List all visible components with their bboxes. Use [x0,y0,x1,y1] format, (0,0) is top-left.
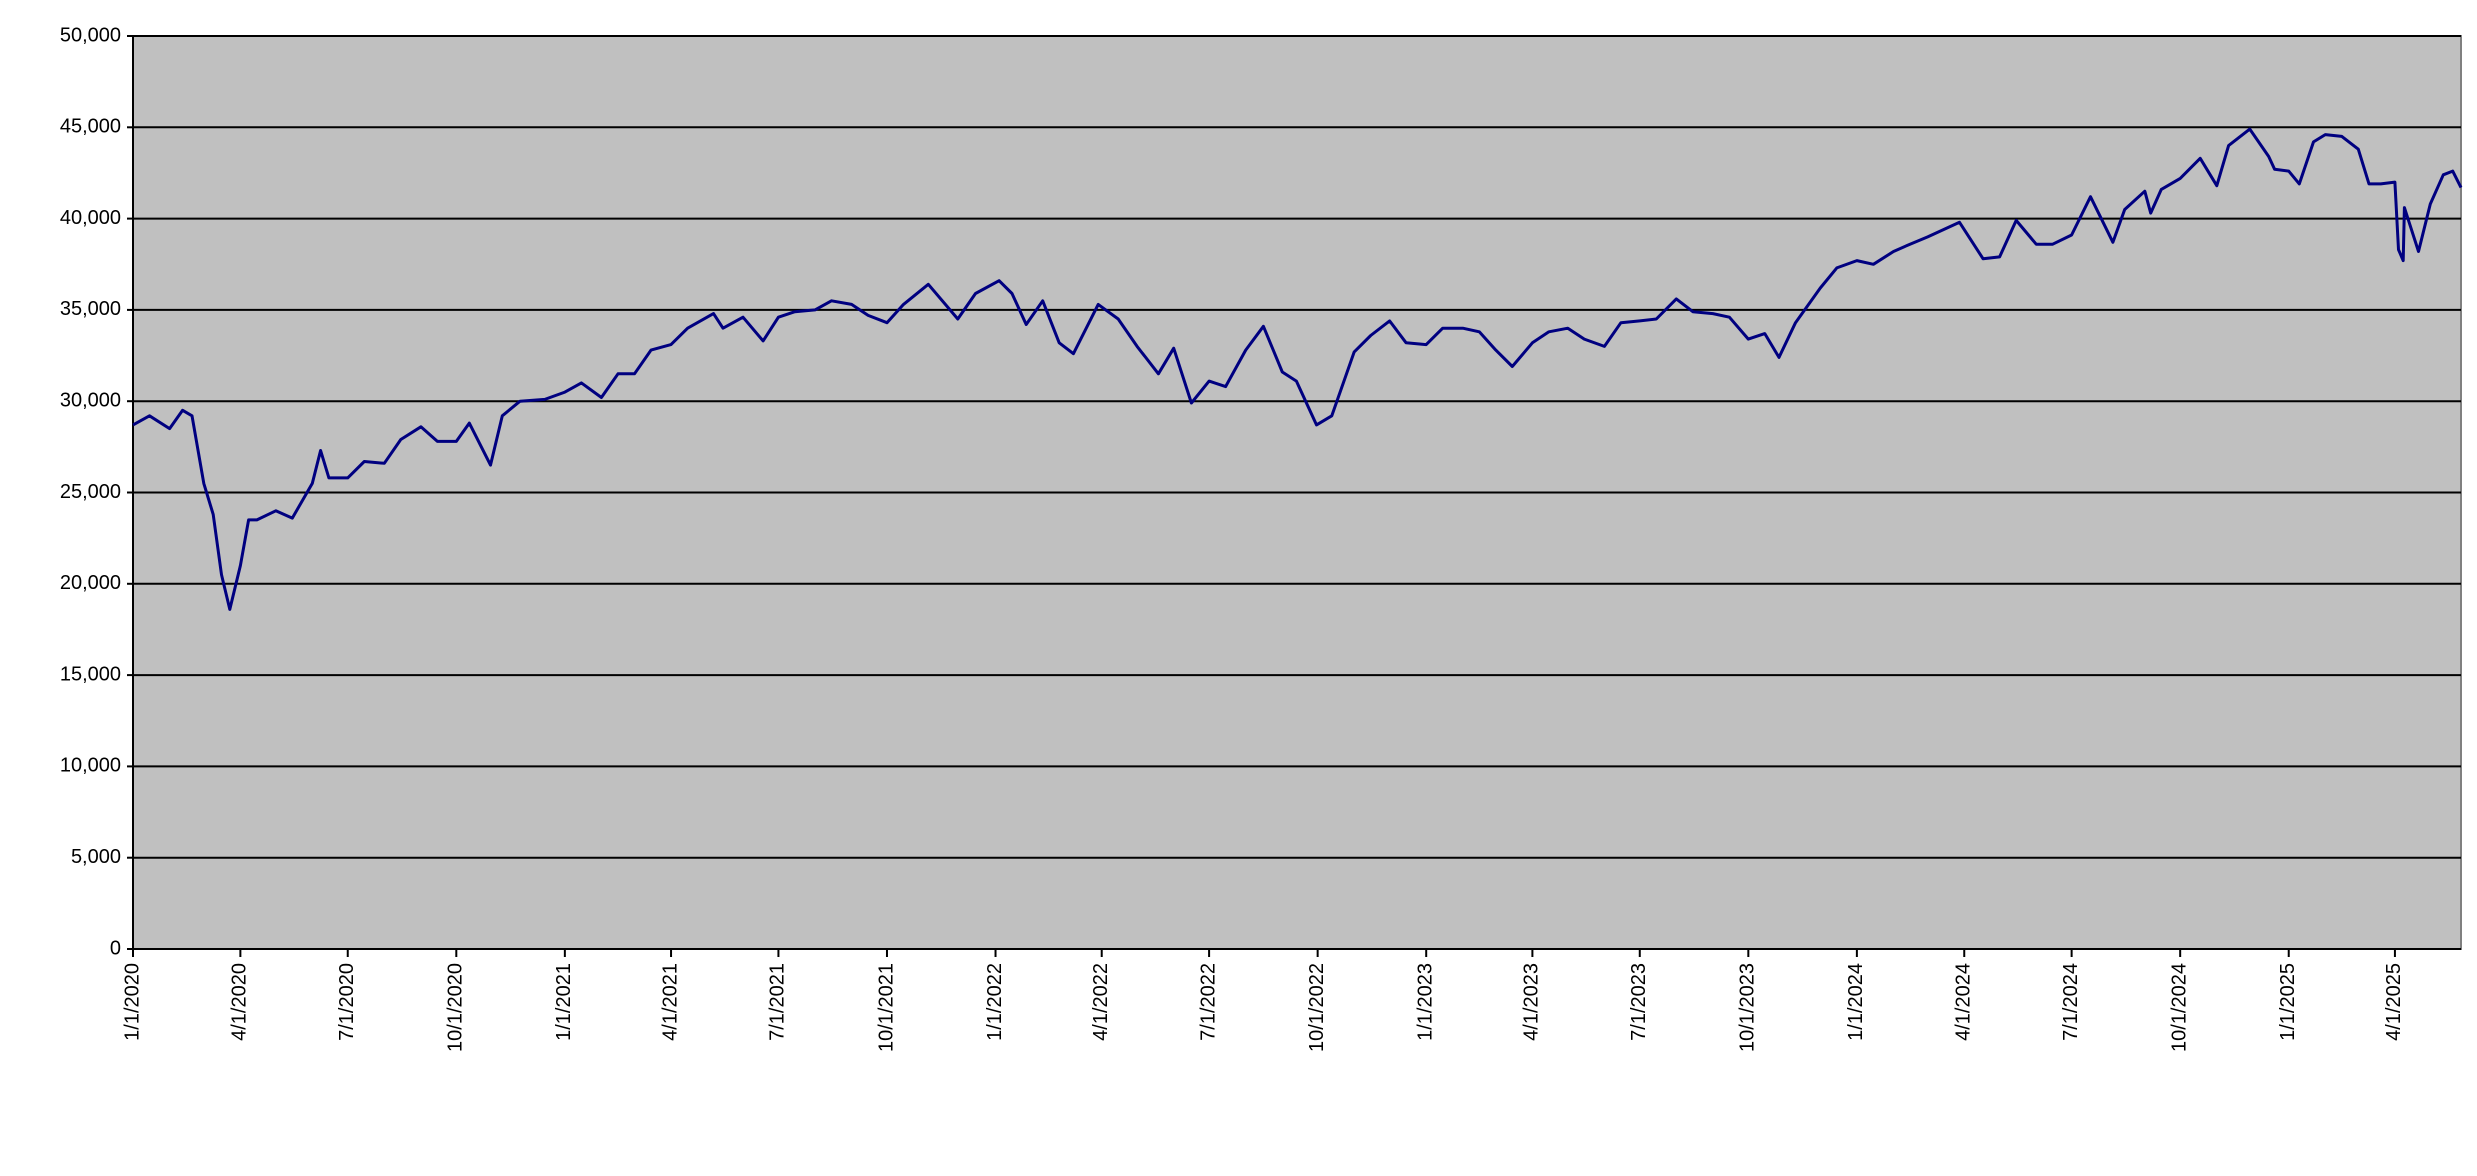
x-tick-label: 7/1/2020 [336,963,358,1041]
y-tick-label: 25,000 [60,481,121,503]
data-line [132,127,2463,611]
x-tick-label: 1/1/2021 [553,963,575,1041]
x-tick-label: 4/1/2022 [1090,963,1112,1041]
x-tick-label: 4/1/2024 [1953,963,1975,1041]
y-tick-label: 50,000 [60,24,121,46]
x-tick-label: 1/1/2025 [2277,963,2299,1041]
y-tick-label: 20,000 [60,572,121,594]
x-tick-label: 7/1/2024 [2060,963,2082,1041]
x-tick-label: 10/1/2020 [445,963,467,1052]
y-tick-label: 40,000 [60,207,121,229]
x-tick-label: 1/1/2022 [984,963,1006,1041]
x-tick-label: 7/1/2023 [1628,963,1650,1041]
y-tick-label: 30,000 [60,389,121,411]
y-tick-label: 15,000 [60,663,121,685]
x-tick-label: 4/1/2020 [229,963,251,1041]
y-tick-label: 35,000 [60,298,121,320]
y-tick-label: 0 [110,937,121,959]
x-tick-label: 7/1/2021 [767,963,789,1041]
x-tick-label: 4/1/2021 [659,963,681,1041]
y-tick-label: 10,000 [60,755,121,777]
x-tick-label: 1/1/2023 [1414,963,1436,1041]
y-tick-label: 5,000 [71,846,121,868]
x-tick-label: 7/1/2022 [1197,963,1219,1041]
x-tick-label: 4/1/2023 [1521,963,1543,1041]
x-tick-label: 10/1/2024 [2168,963,2190,1052]
x-tick-label: 10/1/2022 [1306,963,1328,1052]
x-tick-label: 4/1/2025 [2383,963,2405,1041]
x-tick-label: 10/1/2023 [1737,963,1759,1052]
y-tick-label: 45,000 [60,116,121,138]
x-tick-label: 1/1/2020 [121,963,143,1041]
x-tick-label: 1/1/2024 [1845,963,1867,1041]
x-tick-label: 10/1/2021 [875,963,897,1052]
